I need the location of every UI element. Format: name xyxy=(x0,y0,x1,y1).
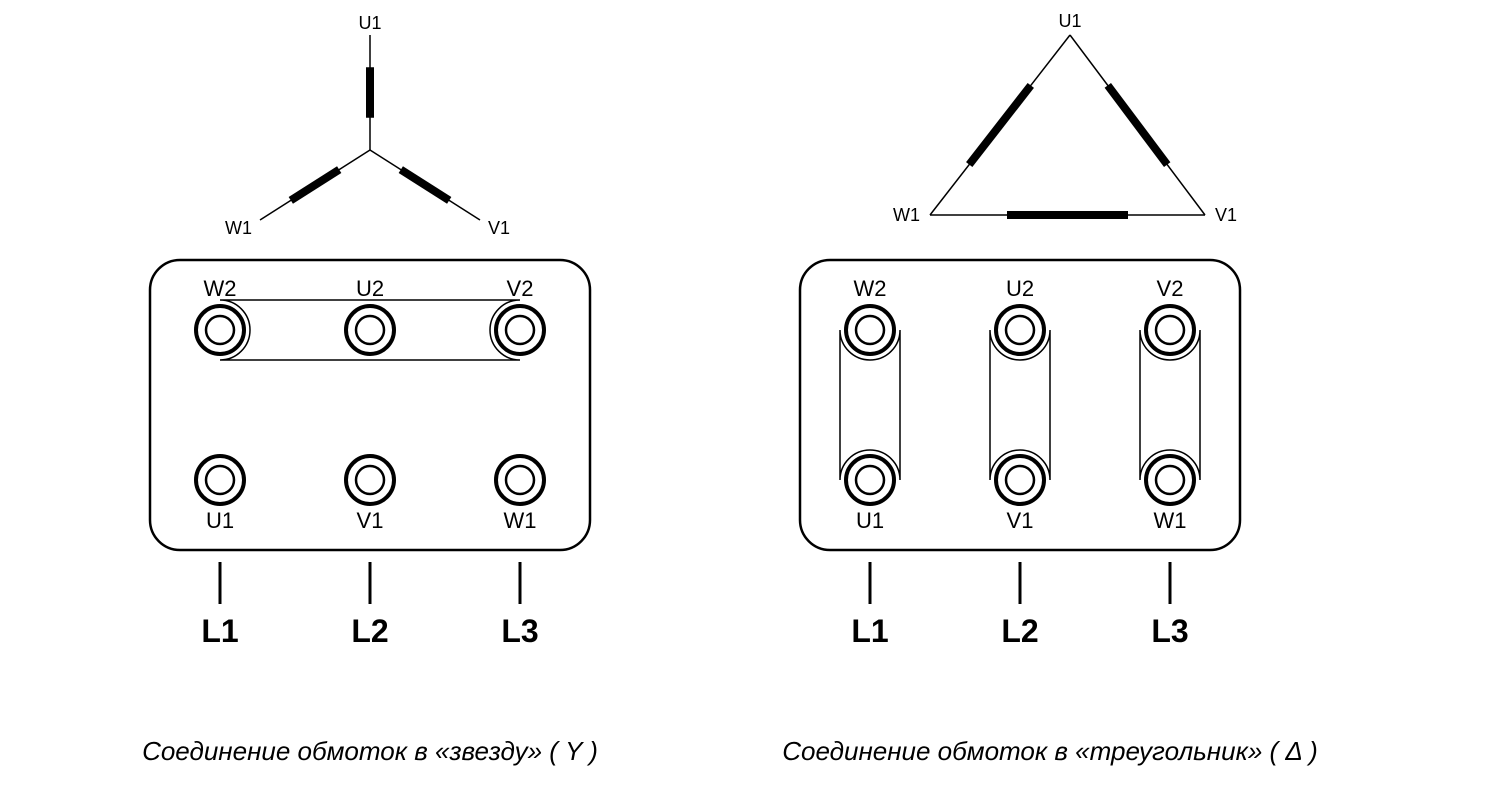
star-symbol: U1 W1 V1 xyxy=(225,13,510,238)
terminal-label: U1 xyxy=(856,508,884,533)
line-label: L3 xyxy=(501,613,538,649)
terminal-label: V2 xyxy=(1157,276,1184,301)
terminal-label: W2 xyxy=(204,276,237,301)
line-label: L3 xyxy=(1151,613,1188,649)
terminal-label: W1 xyxy=(1154,508,1187,533)
line-label: L2 xyxy=(351,613,388,649)
terminal-label: U2 xyxy=(356,276,384,301)
delta-terminal-box: W2 U1 L1 U2 V1 L2 V2 W1 L3 xyxy=(800,260,1240,649)
delta-symbol: U1 W1 V1 xyxy=(893,11,1237,225)
line-label: L2 xyxy=(1001,613,1038,649)
symbol-label: V1 xyxy=(1215,205,1237,225)
terminal-label: V2 xyxy=(507,276,534,301)
symbol-label: U1 xyxy=(358,13,381,33)
terminal-label: U1 xyxy=(206,508,234,533)
terminal-label: U2 xyxy=(1006,276,1034,301)
terminal-label: W1 xyxy=(504,508,537,533)
caption-right: Соединение обмоток в «треугольник» ( Δ ) xyxy=(782,736,1318,766)
line-label: L1 xyxy=(851,613,888,649)
caption-left: Соединение обмоток в «звезду» ( Y ) xyxy=(142,736,598,766)
symbol-label: V1 xyxy=(488,218,510,238)
terminal-label: V1 xyxy=(1007,508,1034,533)
symbol-label: W1 xyxy=(225,218,252,238)
line-label: L1 xyxy=(201,613,238,649)
terminal-label: V1 xyxy=(357,508,384,533)
symbol-label: W1 xyxy=(893,205,920,225)
terminal-label: W2 xyxy=(854,276,887,301)
star-terminal-box: W2 U1 L1 U2 V1 L2 V2 W1 L3 xyxy=(150,260,590,649)
symbol-label: U1 xyxy=(1058,11,1081,31)
